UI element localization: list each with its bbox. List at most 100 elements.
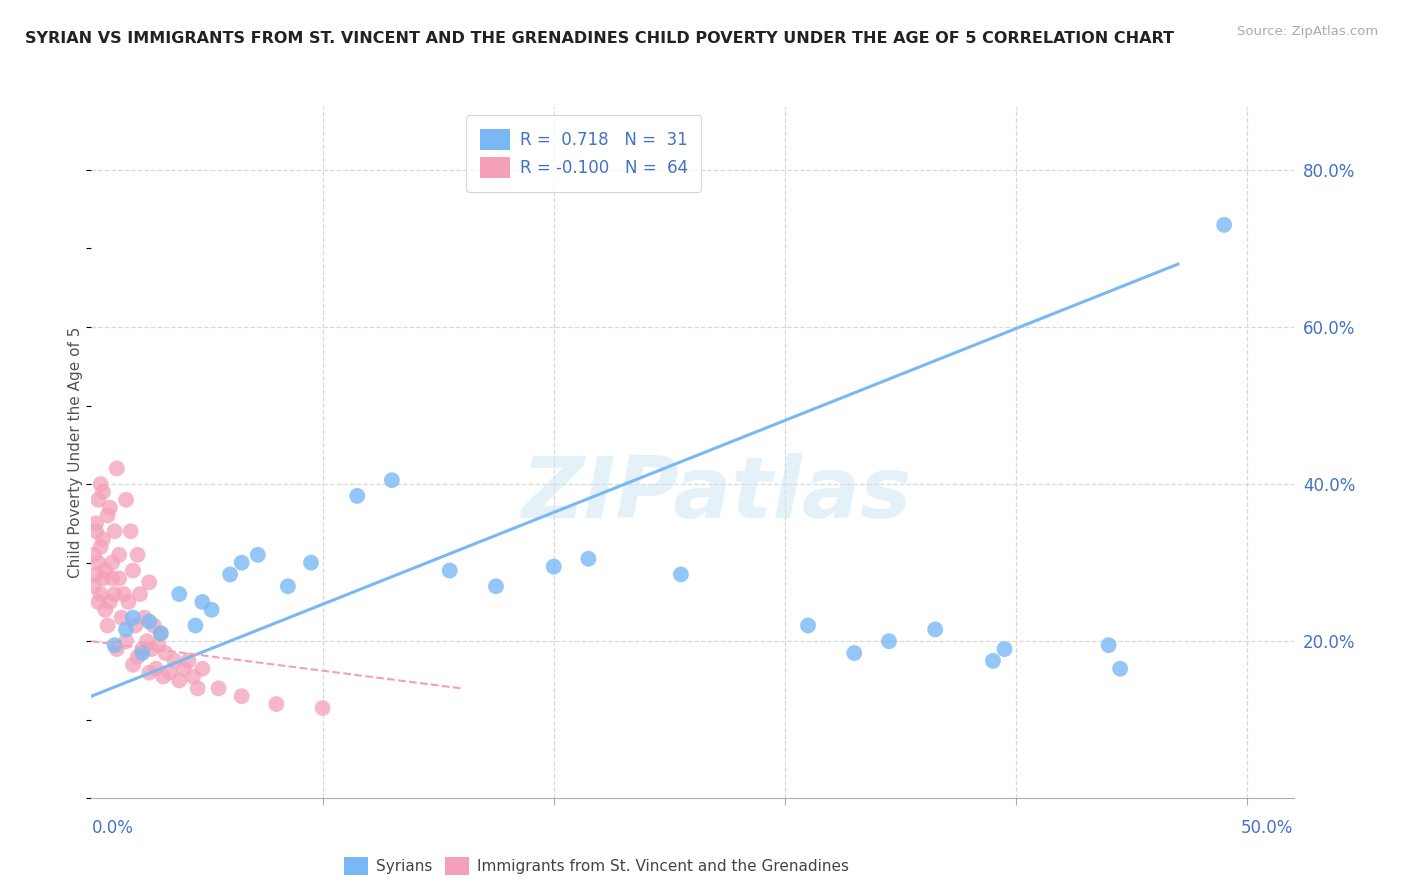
Point bbox=[191, 662, 214, 676]
Point bbox=[138, 575, 160, 590]
Point bbox=[167, 673, 190, 688]
Point bbox=[543, 559, 565, 574]
Point bbox=[127, 548, 149, 562]
Point bbox=[122, 610, 145, 624]
Point bbox=[87, 595, 110, 609]
Point bbox=[346, 489, 368, 503]
Text: 0.0%: 0.0% bbox=[91, 819, 134, 837]
Point bbox=[311, 701, 333, 715]
Point bbox=[98, 500, 121, 515]
Point bbox=[103, 638, 125, 652]
Point bbox=[173, 662, 195, 676]
Point bbox=[115, 623, 138, 637]
Point bbox=[94, 603, 117, 617]
Point bbox=[1213, 218, 1236, 232]
Point bbox=[167, 587, 190, 601]
Point bbox=[105, 642, 128, 657]
Point bbox=[266, 697, 288, 711]
Point bbox=[105, 461, 128, 475]
Y-axis label: Child Poverty Under the Age of 5: Child Poverty Under the Age of 5 bbox=[67, 327, 83, 578]
Point bbox=[90, 477, 112, 491]
Point bbox=[124, 618, 146, 632]
Point bbox=[142, 618, 165, 632]
Point bbox=[797, 618, 820, 632]
Point bbox=[122, 657, 145, 672]
Point bbox=[184, 618, 207, 632]
Point bbox=[108, 548, 131, 562]
Point bbox=[101, 571, 124, 585]
Legend: Syrians, Immigrants from St. Vincent and the Grenadines: Syrians, Immigrants from St. Vincent and… bbox=[337, 851, 855, 880]
Point bbox=[485, 579, 508, 593]
Point bbox=[131, 642, 153, 657]
Point bbox=[1097, 638, 1119, 652]
Point bbox=[1109, 662, 1132, 676]
Point bbox=[108, 571, 131, 585]
Point bbox=[91, 485, 114, 500]
Point bbox=[231, 690, 253, 704]
Point bbox=[87, 556, 110, 570]
Point bbox=[91, 571, 114, 585]
Point bbox=[277, 579, 299, 593]
Point bbox=[299, 556, 322, 570]
Point bbox=[844, 646, 866, 660]
Point bbox=[110, 610, 132, 624]
Point bbox=[149, 626, 172, 640]
Point bbox=[94, 564, 117, 578]
Point bbox=[131, 646, 153, 660]
Point bbox=[129, 587, 152, 601]
Point bbox=[122, 564, 145, 578]
Point bbox=[138, 665, 160, 680]
Point bbox=[152, 669, 174, 683]
Point bbox=[578, 551, 600, 566]
Point bbox=[90, 587, 112, 601]
Point bbox=[246, 548, 269, 562]
Point bbox=[117, 595, 139, 609]
Text: SYRIAN VS IMMIGRANTS FROM ST. VINCENT AND THE GRENADINES CHILD POVERTY UNDER THE: SYRIAN VS IMMIGRANTS FROM ST. VINCENT AN… bbox=[25, 31, 1174, 46]
Point bbox=[120, 524, 142, 539]
Point bbox=[981, 654, 1004, 668]
Point bbox=[219, 567, 242, 582]
Point bbox=[84, 567, 107, 582]
Text: ZIPatlas: ZIPatlas bbox=[522, 452, 911, 536]
Point bbox=[155, 646, 177, 660]
Point bbox=[669, 567, 692, 582]
Point bbox=[993, 642, 1015, 657]
Point bbox=[141, 642, 163, 657]
Point bbox=[115, 492, 138, 507]
Point bbox=[924, 623, 946, 637]
Point bbox=[83, 548, 105, 562]
Point bbox=[181, 669, 204, 683]
Point bbox=[145, 662, 167, 676]
Point bbox=[149, 626, 172, 640]
Point bbox=[877, 634, 900, 648]
Point bbox=[91, 532, 114, 546]
Point bbox=[191, 595, 214, 609]
Text: 50.0%: 50.0% bbox=[1241, 819, 1294, 837]
Point bbox=[177, 654, 200, 668]
Point bbox=[97, 618, 120, 632]
Point bbox=[84, 524, 107, 539]
Point bbox=[135, 634, 157, 648]
Text: Source: ZipAtlas.com: Source: ZipAtlas.com bbox=[1237, 25, 1378, 38]
Point bbox=[127, 649, 149, 664]
Point bbox=[134, 610, 156, 624]
Point bbox=[103, 587, 125, 601]
Point bbox=[200, 603, 222, 617]
Point bbox=[98, 595, 121, 609]
Point bbox=[439, 564, 461, 578]
Point bbox=[163, 654, 186, 668]
Point bbox=[112, 587, 135, 601]
Point bbox=[87, 492, 110, 507]
Point bbox=[103, 524, 125, 539]
Point bbox=[101, 556, 124, 570]
Point bbox=[187, 681, 209, 696]
Point bbox=[231, 556, 253, 570]
Point bbox=[84, 516, 107, 531]
Point bbox=[159, 665, 181, 680]
Point bbox=[90, 540, 112, 554]
Point bbox=[97, 508, 120, 523]
Point bbox=[83, 579, 105, 593]
Point bbox=[207, 681, 229, 696]
Point bbox=[138, 615, 160, 629]
Point bbox=[115, 634, 138, 648]
